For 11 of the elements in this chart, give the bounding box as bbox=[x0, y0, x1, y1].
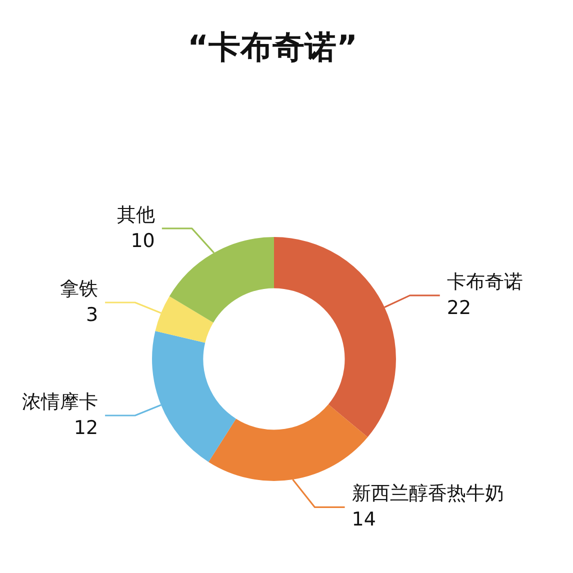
slice-label: 浓情摩卡 bbox=[22, 390, 98, 413]
data-label: 22 bbox=[446, 296, 472, 319]
data-label: 3 bbox=[86, 304, 98, 326]
slice-label: 卡布奇诺 bbox=[446, 270, 523, 293]
data-label: 10 bbox=[130, 230, 155, 252]
chart-title: “卡布奇诺” bbox=[186, 27, 359, 68]
data-label: 14 bbox=[352, 508, 376, 531]
slice-label: 其他 bbox=[116, 204, 155, 226]
slice-label: 拿铁 bbox=[60, 278, 98, 300]
data-label: 12 bbox=[74, 416, 98, 439]
slice-label: 新西兰醇香热牛奶 bbox=[352, 482, 504, 505]
